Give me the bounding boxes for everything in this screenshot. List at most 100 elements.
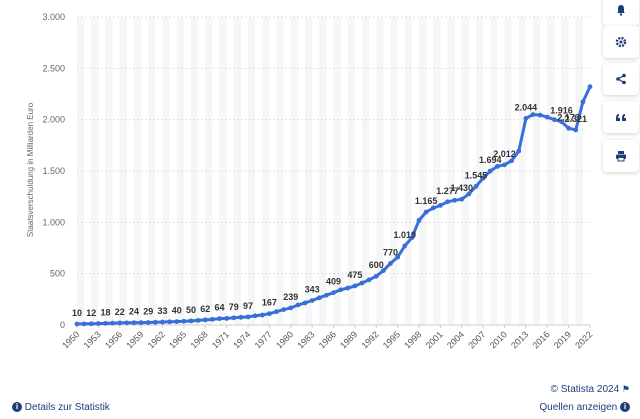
data-point bbox=[437, 202, 443, 208]
data-point bbox=[452, 197, 458, 203]
x-tick-label: 1977 bbox=[253, 329, 274, 350]
data-point bbox=[295, 302, 301, 308]
x-tick-label: 1950 bbox=[60, 329, 81, 350]
print-button[interactable] bbox=[603, 140, 639, 172]
data-point bbox=[445, 199, 450, 205]
data-label: 10 bbox=[72, 308, 82, 318]
x-tick-label: 2010 bbox=[488, 329, 509, 350]
y-tick-label: 1.000 bbox=[42, 217, 65, 227]
data-point bbox=[188, 318, 194, 324]
data-point bbox=[167, 319, 173, 325]
data-label: 22 bbox=[115, 307, 125, 317]
details-link-label: Details zur Statistik bbox=[24, 402, 110, 413]
grid-band bbox=[433, 17, 441, 325]
data-point bbox=[74, 321, 80, 327]
gear-icon bbox=[615, 36, 627, 48]
x-tick-label: 1995 bbox=[381, 329, 402, 350]
x-tick-label: 1998 bbox=[402, 329, 423, 350]
data-point bbox=[302, 300, 308, 306]
data-point bbox=[580, 99, 586, 105]
data-point bbox=[566, 125, 572, 131]
y-tick-label: 2.000 bbox=[42, 115, 65, 125]
data-point bbox=[559, 119, 564, 125]
info-icon: i bbox=[620, 402, 630, 413]
grid-band bbox=[176, 17, 184, 325]
data-label: 600 bbox=[369, 260, 384, 270]
data-point bbox=[117, 320, 123, 326]
data-label: 1.430 bbox=[450, 183, 473, 193]
x-tick-label: 1989 bbox=[338, 329, 359, 350]
data-label: 1.165 bbox=[415, 196, 438, 206]
x-tick-label: 1953 bbox=[82, 329, 103, 350]
data-point bbox=[245, 314, 251, 320]
data-point bbox=[95, 321, 101, 326]
details-link[interactable]: i Details zur Statistik bbox=[12, 402, 110, 413]
data-label: 409 bbox=[326, 277, 341, 287]
data-point bbox=[502, 162, 507, 168]
data-label: 343 bbox=[305, 284, 320, 294]
data-point bbox=[380, 268, 386, 273]
x-tick-label: 2013 bbox=[509, 329, 530, 350]
x-tick-label: 2019 bbox=[552, 329, 573, 350]
grid-band bbox=[476, 17, 484, 325]
data-point bbox=[331, 290, 336, 296]
settings-button[interactable] bbox=[603, 26, 639, 58]
data-label: 239 bbox=[283, 292, 298, 302]
data-point bbox=[281, 307, 287, 312]
data-point bbox=[316, 295, 322, 301]
grid-band bbox=[148, 17, 156, 325]
data-point bbox=[423, 209, 429, 215]
grid-band bbox=[347, 17, 355, 325]
y-tick-label: 0 bbox=[60, 320, 65, 330]
grid-band bbox=[305, 17, 313, 325]
data-point bbox=[124, 320, 130, 326]
x-tick-label: 1974 bbox=[231, 329, 252, 350]
data-point bbox=[209, 316, 215, 322]
share-button[interactable] bbox=[603, 63, 639, 95]
data-label: 2.321 bbox=[564, 114, 587, 124]
data-point bbox=[409, 235, 415, 241]
data-point bbox=[259, 312, 265, 318]
data-point bbox=[587, 84, 593, 90]
data-point bbox=[395, 254, 401, 260]
grid-band bbox=[119, 17, 127, 325]
grid-band bbox=[504, 17, 512, 325]
sources-link[interactable]: Quellen anzeigen i bbox=[539, 402, 630, 413]
y-tick-label: 1.500 bbox=[42, 166, 65, 176]
notification-button[interactable] bbox=[603, 0, 639, 26]
data-label: 2.044 bbox=[515, 102, 538, 112]
data-point bbox=[309, 298, 315, 303]
data-label: 62 bbox=[200, 304, 210, 314]
data-point bbox=[181, 318, 187, 324]
share-icon bbox=[615, 73, 627, 85]
data-point bbox=[530, 112, 536, 117]
data-labels: 10 12 18 22 24 29 33 40 50 62 64 79 97 167 239 343 409 47… bbox=[72, 102, 587, 318]
data-point bbox=[202, 317, 208, 323]
data-label: 1.277 bbox=[436, 186, 459, 196]
x-tick-label: 1959 bbox=[124, 329, 145, 350]
grid-band bbox=[447, 17, 455, 325]
data-point bbox=[288, 305, 294, 311]
x-tick-label: 2004 bbox=[445, 329, 466, 350]
flag-icon: ⚑ bbox=[621, 384, 630, 394]
data-point bbox=[131, 320, 137, 326]
grid-band bbox=[533, 17, 541, 325]
data-point bbox=[110, 320, 116, 326]
data-label: 2.012 bbox=[493, 149, 516, 159]
grid-band bbox=[404, 17, 412, 325]
data-point bbox=[373, 273, 379, 279]
data-point bbox=[573, 127, 579, 133]
data-label: 1.545 bbox=[465, 170, 488, 180]
y-tick-label: 3.000 bbox=[42, 12, 65, 22]
cite-button[interactable] bbox=[603, 101, 639, 133]
x-tick-label: 1962 bbox=[146, 329, 167, 350]
data-label: 64 bbox=[214, 303, 224, 313]
bell-icon bbox=[615, 4, 627, 16]
data-point bbox=[238, 314, 244, 320]
quote-icon bbox=[615, 111, 627, 123]
data-point bbox=[416, 217, 422, 223]
x-tick-label: 2022 bbox=[573, 329, 594, 350]
data-point bbox=[217, 316, 222, 322]
x-tick-label: 1980 bbox=[274, 329, 295, 350]
x-tick-label: 2007 bbox=[466, 329, 487, 350]
